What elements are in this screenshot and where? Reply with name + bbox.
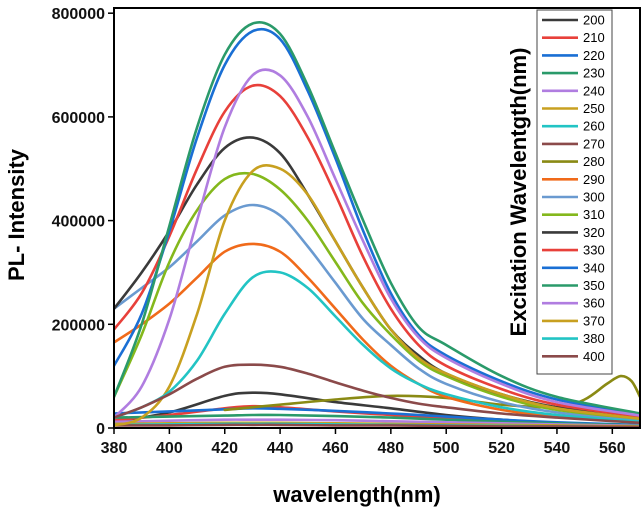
y-tick-label: 0 <box>96 421 105 438</box>
x-tick-label: 460 <box>322 440 349 457</box>
series-line-310 <box>114 171 640 420</box>
series-line-360 <box>114 68 640 419</box>
y-tick-label: 800000 <box>52 6 105 23</box>
x-tick-label: 560 <box>599 440 626 457</box>
x-tick-label: 380 <box>101 440 128 457</box>
legend-title: Excitation Wavelentgth(nm) <box>506 48 531 337</box>
legend-label-300: 300 <box>583 190 605 205</box>
y-tick-label: 400000 <box>52 214 105 231</box>
series-line-280 <box>223 374 640 412</box>
legend-label-320: 320 <box>583 225 605 240</box>
y-axis-title: PL- Intensity <box>4 148 29 281</box>
legend-label-280: 280 <box>583 154 605 169</box>
legend: Excitation Wavelentgth(nm) 200 210 220 230 2… <box>506 9 613 375</box>
series-line-340 <box>114 27 640 417</box>
legend-label-220: 220 <box>583 48 605 63</box>
legend-label-260: 260 <box>583 119 605 134</box>
x-axis-title: wavelength(nm) <box>272 482 440 507</box>
legend-label-400: 400 <box>583 349 605 364</box>
series-line-240 <box>114 418 640 428</box>
plot-frame <box>113 7 641 429</box>
legend-label-360: 360 <box>583 296 605 311</box>
series-line-220 <box>114 406 640 427</box>
series-line-290 <box>114 242 640 424</box>
x-tick-label: 480 <box>377 440 404 457</box>
x-tick-label: 440 <box>267 440 294 457</box>
legend-label-350: 350 <box>583 278 605 293</box>
legend-label-290: 290 <box>583 172 605 187</box>
series-line-370 <box>114 164 640 427</box>
x-tick-label: 420 <box>211 440 238 457</box>
x-tick-label: 500 <box>433 440 460 457</box>
legend-label-250: 250 <box>583 101 605 116</box>
legend-label-210: 210 <box>583 30 605 45</box>
x-tick-label: 520 <box>488 440 515 457</box>
series-line-350 <box>114 20 640 415</box>
y-tick-label: 200000 <box>52 317 105 334</box>
legend-label-340: 340 <box>583 260 605 275</box>
series-line-380 <box>114 270 640 424</box>
x-tick-label: 540 <box>544 440 571 457</box>
series-layer <box>114 20 640 428</box>
legend-box <box>536 9 613 375</box>
legend-label-310: 310 <box>583 207 605 222</box>
legend-label-230: 230 <box>583 66 605 81</box>
legend-label-240: 240 <box>583 83 605 98</box>
series-line-300 <box>114 203 640 422</box>
legend-label-270: 270 <box>583 136 605 151</box>
series-line-400 <box>114 363 640 425</box>
legend-label-380: 380 <box>583 331 605 346</box>
legend-label-200: 200 <box>583 13 605 28</box>
axis-layer: 380 400 420 440 460 480 500 520 540 560 0 200000 400… <box>52 6 626 457</box>
legend-label-330: 330 <box>583 243 605 258</box>
y-tick-label: 600000 <box>52 110 105 127</box>
x-tick-label: 400 <box>156 440 183 457</box>
legend-label-370: 370 <box>583 313 605 328</box>
series-line-330 <box>114 83 640 418</box>
series-line-270 <box>114 423 640 428</box>
